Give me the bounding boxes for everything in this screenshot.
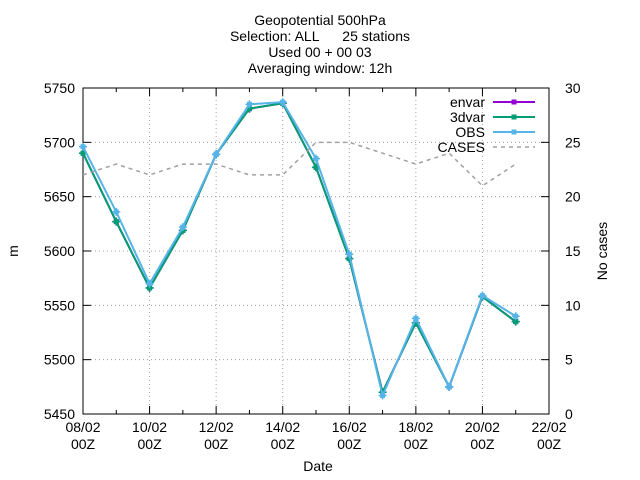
y2-tick-label: 5 (565, 352, 573, 368)
y2-tick-label: 25 (565, 134, 581, 150)
x-tick-label-time: 00Z (271, 436, 296, 452)
legend-label-3dvar: 3dvar (450, 109, 485, 125)
series-line-cases (82, 141, 517, 187)
legend-label-obs: OBS (455, 124, 485, 140)
y-tick-label: 5450 (44, 406, 75, 422)
y2-axis-label: No cases (594, 222, 610, 280)
chart-title-line-4: Averaging window: 12h (247, 60, 393, 76)
y2-tick-label: 30 (565, 80, 581, 96)
y-axis-label: m (5, 245, 21, 257)
chart-title-line-1: Geopotential 500hPa (254, 12, 386, 28)
chart-title-line-3: Used 00 + 00 03 (268, 44, 372, 60)
legend-marker-envar (511, 99, 517, 105)
x-tick-label-time: 00Z (404, 436, 429, 452)
x-tick-label-time: 00Z (337, 436, 362, 452)
x-tick-label-date: 16/02 (332, 419, 367, 435)
chart-title-line-2: Selection: ALL 25 stations (229, 28, 411, 44)
x-tick-label-time: 00Z (71, 436, 96, 452)
legend-marker-obs (511, 129, 517, 135)
x-tick-label-date: 18/02 (398, 419, 433, 435)
grid-layer (83, 88, 549, 414)
x-tick-label-date: 14/02 (265, 419, 300, 435)
x-tick-label-date: 10/02 (132, 419, 167, 435)
y-tick-label: 5600 (44, 243, 75, 259)
series-layer (79, 98, 520, 400)
y-tick-label: 5650 (44, 189, 75, 205)
y2-tick-label: 0 (565, 406, 573, 422)
y-tick-label: 5700 (44, 134, 75, 150)
y-tick-label: 5750 (44, 80, 75, 96)
legend-label-cases: CASES (438, 139, 485, 155)
y2-tick-label: 10 (565, 297, 581, 313)
x-tick-label-time: 00Z (537, 436, 562, 452)
x-axis-label: Date (303, 458, 333, 474)
x-tick-label-time: 00Z (204, 436, 229, 452)
x-tick-label-date: 20/02 (465, 419, 500, 435)
x-tick-label-time: 00Z (138, 436, 163, 452)
axes-layer: 5450 5500 5550 5600 5650 5700 5750 0 5 10 15 20 25 30… (44, 80, 581, 452)
x-tick-label-date: 08/02 (65, 419, 100, 435)
x-tick-label-time: 00Z (470, 436, 495, 452)
y2-tick-label: 15 (565, 243, 581, 259)
x-tick-label-date: 22/02 (531, 419, 566, 435)
x-tick-label-date: 12/02 (199, 419, 234, 435)
series-line-obs (82, 101, 517, 399)
y-tick-label: 5550 (44, 297, 75, 313)
y2-tick-label: 20 (565, 189, 581, 205)
legend-label-envar: envar (450, 94, 485, 110)
legend-marker-3dvar (511, 114, 517, 120)
y-tick-label: 5500 (44, 352, 75, 368)
